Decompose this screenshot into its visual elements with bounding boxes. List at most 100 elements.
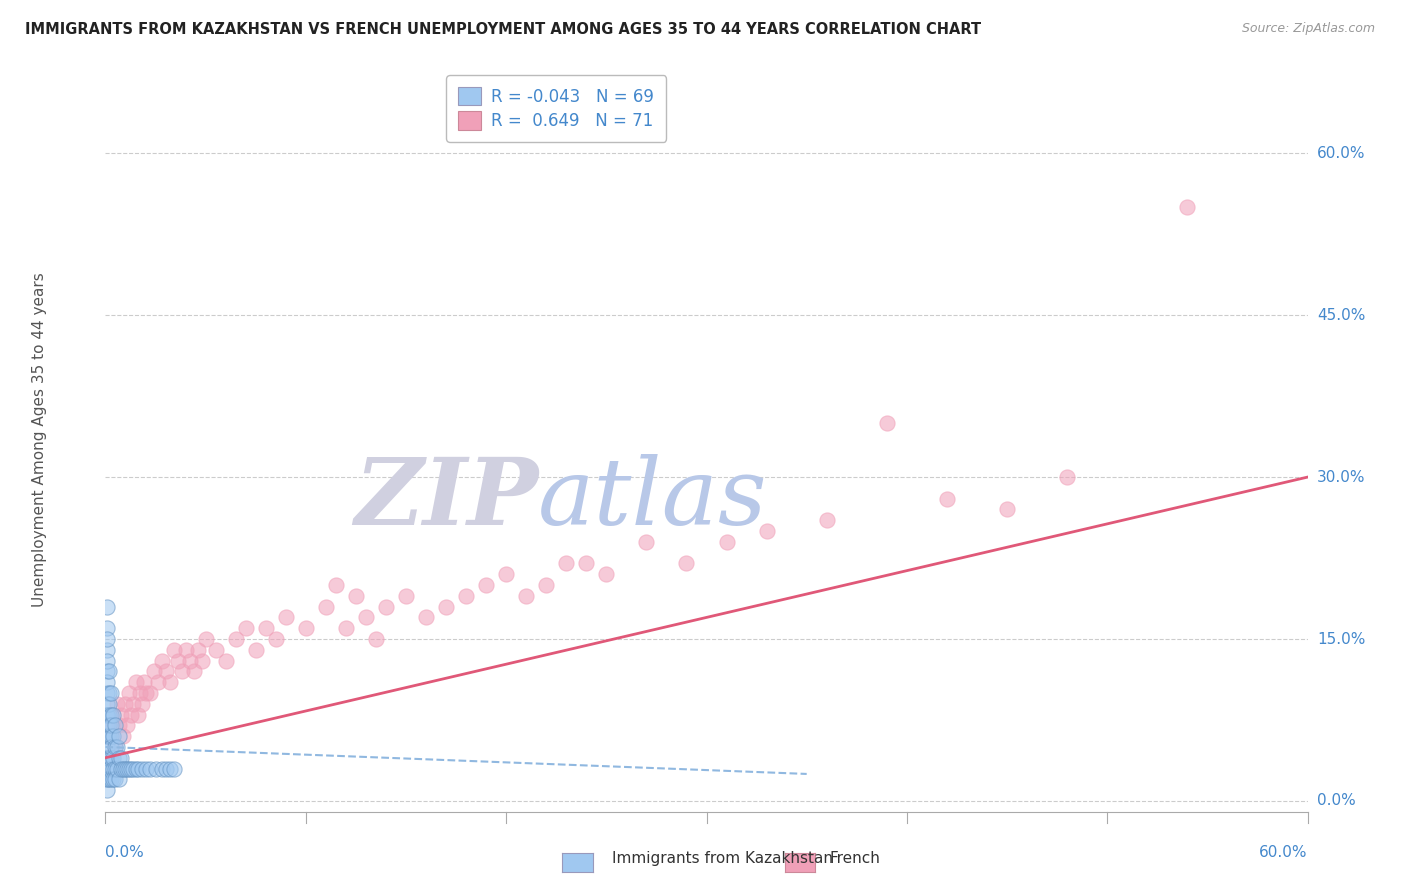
- Point: [98, 750, 121, 764]
- Point: [96, 665, 118, 679]
- Point: [127, 707, 149, 722]
- Point: [96, 718, 118, 732]
- Point: [103, 718, 125, 732]
- Point: [98, 772, 121, 787]
- Point: [98, 697, 121, 711]
- Point: [204, 642, 226, 657]
- Point: [675, 557, 697, 571]
- Point: [121, 762, 143, 776]
- Point: [100, 686, 122, 700]
- Point: [755, 524, 778, 538]
- Point: [374, 599, 398, 614]
- Point: [364, 632, 387, 646]
- Text: ZIP: ZIP: [354, 454, 538, 544]
- Point: [495, 567, 517, 582]
- Point: [162, 642, 184, 657]
- Point: [122, 762, 145, 776]
- Point: [454, 589, 477, 603]
- Text: atlas: atlas: [538, 454, 768, 544]
- Point: [135, 762, 157, 776]
- Point: [122, 697, 145, 711]
- Point: [100, 739, 122, 754]
- Text: IMMIGRANTS FROM KAZAKHSTAN VS FRENCH UNEMPLOYMENT AMONG AGES 35 TO 44 YEARS CORR: IMMIGRANTS FROM KAZAKHSTAN VS FRENCH UNE…: [25, 22, 981, 37]
- Point: [245, 642, 267, 657]
- Point: [155, 665, 177, 679]
- Point: [155, 762, 177, 776]
- Text: Unemployment Among Ages 35 to 44 years: Unemployment Among Ages 35 to 44 years: [32, 272, 46, 607]
- Point: [1056, 470, 1078, 484]
- Point: [104, 718, 127, 732]
- Point: [187, 642, 209, 657]
- Point: [214, 654, 236, 668]
- Point: [138, 762, 160, 776]
- Point: [98, 718, 121, 732]
- Point: [100, 729, 122, 743]
- Point: [225, 632, 247, 646]
- Legend: R = -0.043   N = 69, R =  0.649   N = 71: R = -0.043 N = 69, R = 0.649 N = 71: [447, 75, 666, 142]
- Point: [254, 621, 277, 635]
- Point: [107, 697, 129, 711]
- Point: [190, 654, 212, 668]
- Point: [96, 675, 118, 690]
- Point: [103, 707, 125, 722]
- Point: [110, 707, 132, 722]
- Point: [555, 557, 578, 571]
- Point: [96, 707, 118, 722]
- Point: [150, 654, 173, 668]
- Point: [335, 621, 357, 635]
- Point: [150, 762, 173, 776]
- Point: [98, 665, 121, 679]
- Point: [96, 729, 118, 743]
- Point: [96, 599, 118, 614]
- Point: [104, 762, 127, 776]
- Point: [170, 665, 193, 679]
- Point: [108, 772, 131, 787]
- Point: [107, 739, 129, 754]
- Text: 0.0%: 0.0%: [1317, 793, 1355, 808]
- Point: [118, 686, 141, 700]
- Point: [96, 654, 118, 668]
- Point: [96, 750, 118, 764]
- Point: [98, 762, 121, 776]
- Point: [124, 762, 146, 776]
- Point: [815, 513, 838, 527]
- Text: 15.0%: 15.0%: [1317, 632, 1365, 647]
- Point: [96, 772, 118, 787]
- Point: [96, 783, 118, 797]
- Point: [96, 697, 118, 711]
- Point: [995, 502, 1018, 516]
- Point: [103, 750, 125, 764]
- Point: [96, 739, 118, 754]
- Point: [344, 589, 367, 603]
- Point: [96, 707, 118, 722]
- Point: [415, 610, 437, 624]
- Point: [104, 739, 127, 754]
- Point: [96, 642, 118, 657]
- Text: Source: ZipAtlas.com: Source: ZipAtlas.com: [1241, 22, 1375, 36]
- Point: [103, 729, 125, 743]
- Point: [179, 654, 201, 668]
- Point: [325, 578, 347, 592]
- Point: [131, 762, 153, 776]
- Point: [128, 686, 150, 700]
- Point: [127, 762, 149, 776]
- Point: [636, 534, 658, 549]
- Point: [100, 772, 122, 787]
- Point: [117, 718, 139, 732]
- Point: [112, 762, 135, 776]
- Point: [235, 621, 257, 635]
- Point: [103, 772, 125, 787]
- Point: [264, 632, 287, 646]
- Point: [100, 707, 122, 722]
- Text: 45.0%: 45.0%: [1317, 308, 1365, 323]
- Point: [110, 762, 132, 776]
- Point: [96, 729, 118, 743]
- Point: [315, 599, 337, 614]
- Text: Immigrants from Kazakhstan: Immigrants from Kazakhstan: [612, 851, 832, 865]
- Point: [135, 686, 157, 700]
- Point: [534, 578, 557, 592]
- Point: [98, 729, 121, 743]
- Point: [98, 729, 121, 743]
- Point: [395, 589, 418, 603]
- Text: 60.0%: 60.0%: [1317, 145, 1365, 161]
